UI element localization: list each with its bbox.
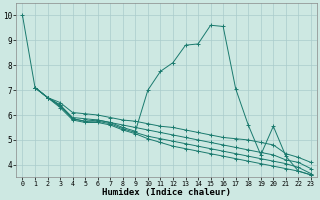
X-axis label: Humidex (Indice chaleur): Humidex (Indice chaleur) [102, 188, 231, 197]
